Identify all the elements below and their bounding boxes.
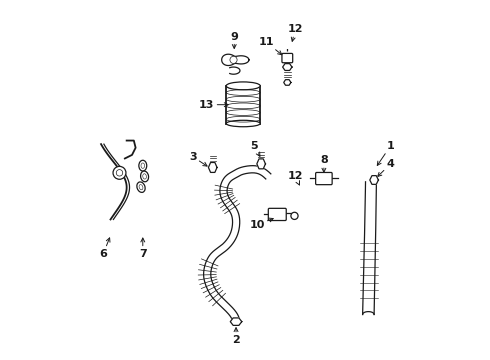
Text: 5: 5 [250, 141, 260, 156]
Ellipse shape [226, 120, 260, 127]
Text: 4: 4 [378, 159, 394, 176]
Text: 7: 7 [139, 238, 147, 258]
Text: 12: 12 [288, 171, 303, 185]
FancyBboxPatch shape [226, 86, 260, 123]
Text: 12: 12 [288, 24, 303, 41]
Text: 8: 8 [320, 155, 328, 172]
Polygon shape [283, 64, 292, 71]
Ellipse shape [141, 171, 148, 182]
Text: 9: 9 [230, 32, 238, 49]
Ellipse shape [141, 163, 145, 168]
Circle shape [116, 170, 122, 176]
Circle shape [230, 56, 237, 63]
Text: 10: 10 [249, 218, 273, 230]
FancyBboxPatch shape [269, 208, 286, 221]
Circle shape [291, 212, 298, 220]
Polygon shape [370, 176, 378, 184]
Polygon shape [230, 318, 242, 325]
Text: 11: 11 [258, 37, 282, 55]
Text: 1: 1 [377, 141, 394, 165]
Text: 2: 2 [232, 328, 240, 345]
Text: 3: 3 [189, 152, 207, 166]
Text: 13: 13 [199, 100, 228, 110]
Circle shape [113, 166, 126, 179]
Ellipse shape [143, 174, 147, 179]
Polygon shape [208, 162, 217, 172]
FancyBboxPatch shape [316, 172, 332, 185]
Polygon shape [284, 80, 291, 85]
Text: 6: 6 [99, 238, 110, 258]
Ellipse shape [137, 182, 145, 192]
FancyBboxPatch shape [282, 53, 293, 63]
Ellipse shape [226, 82, 260, 90]
Ellipse shape [139, 160, 147, 171]
Polygon shape [221, 54, 249, 66]
Ellipse shape [139, 185, 143, 190]
Polygon shape [257, 159, 266, 169]
